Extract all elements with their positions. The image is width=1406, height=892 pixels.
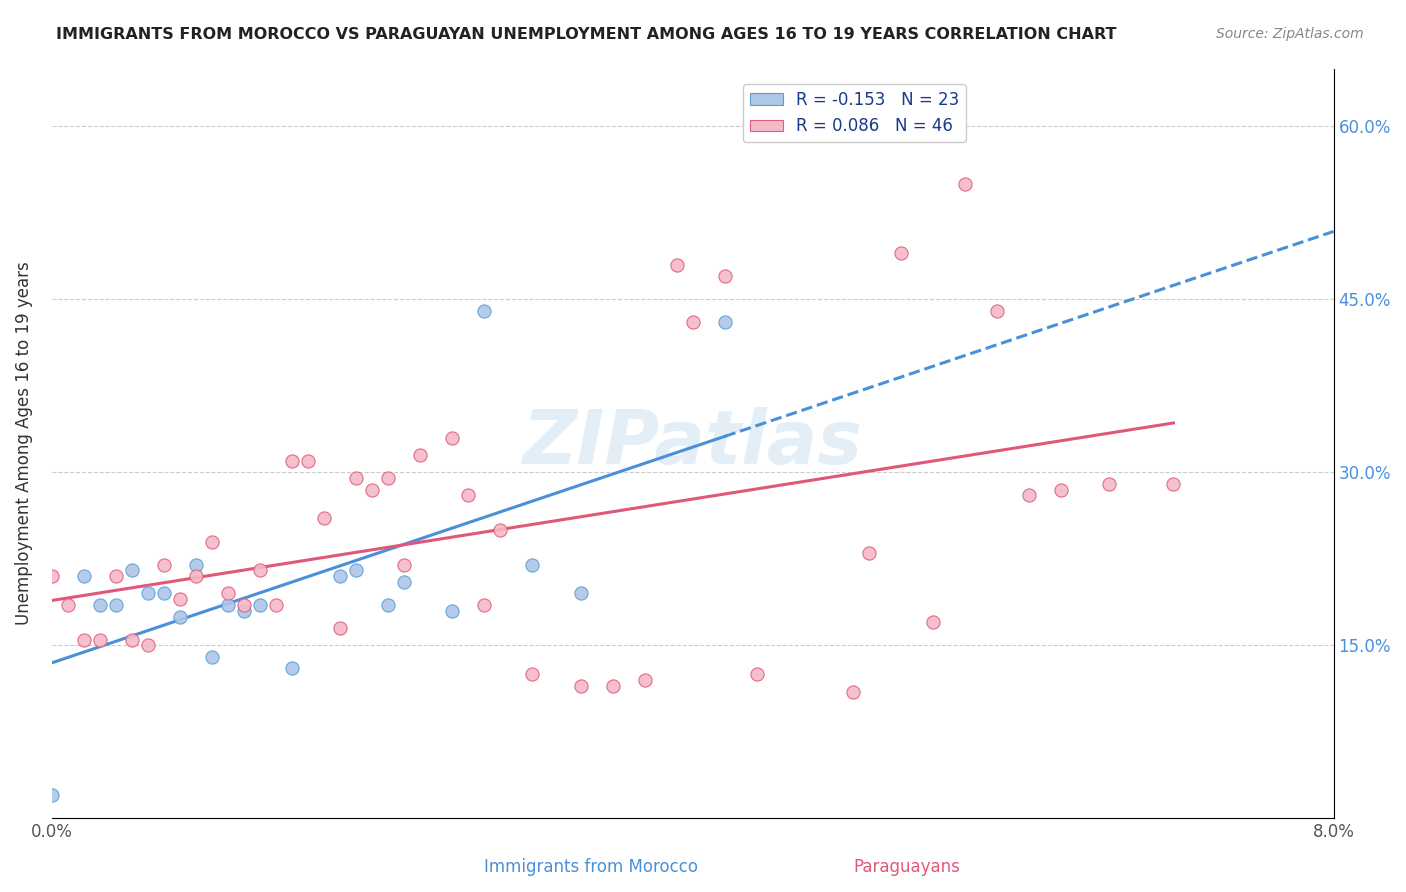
Point — [842, 684, 865, 698]
Point — [713, 269, 735, 284]
Point — [953, 177, 976, 191]
Point — [89, 598, 111, 612]
Point — [665, 258, 688, 272]
Point — [264, 598, 287, 612]
Point — [169, 592, 191, 607]
Legend: R = -0.153   N = 23, R = 0.086   N = 46: R = -0.153 N = 23, R = 0.086 N = 46 — [744, 85, 966, 142]
Point — [201, 534, 224, 549]
Point — [184, 569, 207, 583]
Point — [201, 649, 224, 664]
Point — [281, 454, 304, 468]
Point — [121, 632, 143, 647]
Point — [344, 563, 367, 577]
Point — [41, 789, 63, 803]
Point — [344, 471, 367, 485]
Point — [153, 586, 176, 600]
Point — [633, 673, 655, 687]
Point — [986, 303, 1008, 318]
Point — [474, 303, 496, 318]
Point — [169, 609, 191, 624]
Point — [457, 488, 479, 502]
Point — [409, 448, 432, 462]
Point — [249, 598, 271, 612]
Point — [153, 558, 176, 572]
Point — [56, 598, 79, 612]
Y-axis label: Unemployment Among Ages 16 to 19 years: Unemployment Among Ages 16 to 19 years — [15, 261, 32, 625]
Text: Source: ZipAtlas.com: Source: ZipAtlas.com — [1216, 27, 1364, 41]
Point — [1018, 488, 1040, 502]
Point — [1163, 476, 1185, 491]
Point — [569, 586, 592, 600]
Text: Immigrants from Morocco: Immigrants from Morocco — [484, 858, 697, 876]
Point — [890, 246, 912, 260]
Point — [441, 604, 464, 618]
Point — [281, 661, 304, 675]
Point — [104, 569, 127, 583]
Point — [41, 569, 63, 583]
Point — [522, 667, 544, 681]
Point — [377, 598, 399, 612]
Point — [233, 604, 256, 618]
Point — [602, 679, 624, 693]
Point — [89, 632, 111, 647]
Point — [104, 598, 127, 612]
Point — [522, 558, 544, 572]
Point — [249, 563, 271, 577]
Point — [441, 431, 464, 445]
Point — [217, 586, 239, 600]
Point — [297, 454, 319, 468]
Point — [136, 586, 159, 600]
Point — [922, 615, 945, 630]
Point — [682, 315, 704, 329]
Point — [184, 558, 207, 572]
Point — [314, 511, 336, 525]
Point — [329, 569, 352, 583]
Point — [394, 558, 416, 572]
Point — [217, 598, 239, 612]
Text: Paraguayans: Paraguayans — [853, 858, 960, 876]
Point — [1050, 483, 1073, 497]
Point — [73, 632, 96, 647]
Point — [394, 574, 416, 589]
Point — [858, 546, 880, 560]
Point — [233, 598, 256, 612]
Point — [361, 483, 384, 497]
Point — [1098, 476, 1121, 491]
Text: ZIPatlas: ZIPatlas — [523, 407, 863, 480]
Point — [121, 563, 143, 577]
Text: IMMIGRANTS FROM MOROCCO VS PARAGUAYAN UNEMPLOYMENT AMONG AGES 16 TO 19 YEARS COR: IMMIGRANTS FROM MOROCCO VS PARAGUAYAN UN… — [56, 27, 1116, 42]
Point — [377, 471, 399, 485]
Point — [713, 315, 735, 329]
Point — [329, 621, 352, 635]
Point — [73, 569, 96, 583]
Point — [489, 523, 512, 537]
Point — [569, 679, 592, 693]
Point — [474, 598, 496, 612]
Point — [136, 639, 159, 653]
Point — [745, 667, 768, 681]
